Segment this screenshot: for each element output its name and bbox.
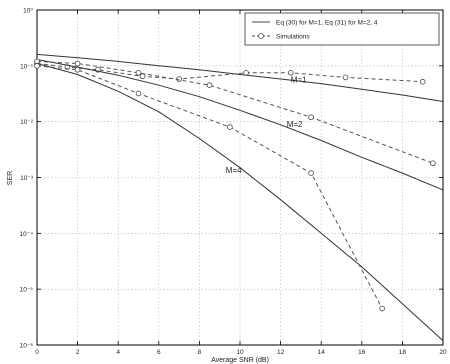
y-tick-label: 10⁻⁵ xyxy=(20,287,34,294)
y-tick-label: 10⁻³ xyxy=(20,175,34,182)
x-tick-label: 10 xyxy=(236,349,244,356)
series-m1-simulation-marker xyxy=(176,76,182,82)
x-tick-label: 8 xyxy=(198,349,202,356)
series-m2-analytical-line xyxy=(36,59,444,191)
series-m4-simulation-marker xyxy=(74,66,81,73)
series-m4-simulation-line xyxy=(36,65,383,309)
series-m4-analytical-line xyxy=(36,63,444,341)
x-tick-label: 16 xyxy=(358,349,366,356)
series-annotation: M=4 xyxy=(226,166,242,175)
series-m4-simulation-marker xyxy=(308,170,314,176)
series-annotation: M=1 xyxy=(291,76,307,85)
x-tick-label: 6 xyxy=(157,349,161,356)
series-m4-simulation-marker xyxy=(227,124,233,130)
series-m4-simulation-marker xyxy=(34,63,40,69)
series-m2-simulation-marker xyxy=(135,70,142,76)
series-annotation: M=2 xyxy=(287,120,303,129)
y-tick-label: 10⁻⁴ xyxy=(20,231,34,238)
series-m4-simulation-marker xyxy=(135,90,142,97)
series-m2-simulation-marker xyxy=(74,60,81,67)
x-tick-label: 0 xyxy=(35,349,39,356)
legend-simulation-label: Simulations xyxy=(276,34,310,41)
legend-analytical-label: Eq (30) for M=1, Eq (31) for M=2, 4 xyxy=(276,20,378,27)
legend-simulation-marker xyxy=(258,33,264,39)
x-axis-label: Average SNR (dB) xyxy=(211,357,269,364)
x-tick-label: 4 xyxy=(116,349,120,356)
y-axis-label: SER xyxy=(7,171,14,185)
series-m1-simulation-marker xyxy=(419,78,426,85)
y-tick-label: 10⁰ xyxy=(23,8,33,15)
series-m1-simulation-marker xyxy=(342,74,349,81)
legend: Eq (30) for M=1, Eq (31) for M=2, 4 Simu… xyxy=(244,12,440,46)
series-m1-analytical-line xyxy=(36,53,444,102)
x-tick-label: 20 xyxy=(439,349,447,356)
legend-box xyxy=(244,12,440,46)
series-m2-simulation-marker xyxy=(308,114,314,121)
series-layer xyxy=(34,53,444,341)
y-tick-label: 10⁻² xyxy=(20,119,34,126)
x-tick-label: 14 xyxy=(318,349,326,356)
x-tick-label: 18 xyxy=(399,349,407,356)
series-m1-simulation-marker xyxy=(287,70,294,76)
series-m1-simulation-marker xyxy=(139,73,146,80)
x-tick-label: 2 xyxy=(76,349,80,356)
grid-layer xyxy=(37,10,443,345)
y-tick-label: 10⁻¹ xyxy=(20,63,34,70)
series-m2-simulation-marker xyxy=(206,82,213,88)
series-m2-simulation-line xyxy=(36,60,433,164)
tick-layer: 0 2 4 6 8 10 12 14 16 18 20 10⁰ 10⁻¹ 10⁻² 10⁻³ 10⁻⁴ 10⁻⁵… xyxy=(20,8,447,357)
annotation-layer: M=1 M=2 M=4 xyxy=(226,76,307,175)
series-m2-simulation-marker xyxy=(430,160,436,167)
x-tick-label: 12 xyxy=(277,349,285,356)
y-tick-label: 10⁻⁶ xyxy=(20,343,34,350)
series-m4-simulation-marker xyxy=(379,305,385,312)
series-m1-simulation-marker xyxy=(243,70,249,76)
